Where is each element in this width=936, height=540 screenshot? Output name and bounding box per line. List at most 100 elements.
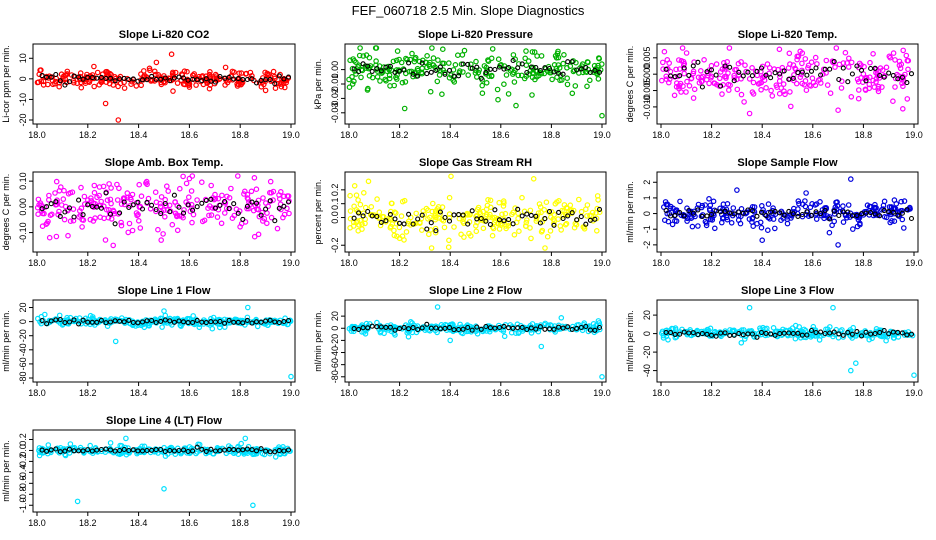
data-point [360,53,367,59]
reference-point [749,208,755,214]
reference-point [139,206,146,212]
reference-point [80,448,86,454]
reference-point [258,212,264,218]
data-point [557,223,564,229]
y-tick-label: 0 [18,319,28,324]
reference-point [556,324,562,330]
data-point [761,77,768,84]
reference-point [360,325,366,331]
data-point [41,311,48,318]
data-point [206,212,212,219]
reference-point [149,317,155,324]
reference-point [831,329,837,335]
data-point [499,211,505,218]
data-point [350,223,357,229]
data-point [369,74,376,81]
x-tick-label: 18.2 [391,258,409,268]
reference-point [528,212,534,218]
data-point [381,330,387,337]
data-point [665,79,672,86]
data-point [672,218,678,224]
reference-point [66,205,73,211]
data-point [165,188,172,194]
y-tick-label: 0.2 [330,184,340,197]
reference-point [39,318,45,324]
data-point [56,312,63,319]
data-point [892,57,898,63]
data-point [435,57,441,63]
reference-point [483,69,489,75]
x-tick-label: 19.0 [905,258,923,268]
data-point [538,53,545,59]
reference-point [171,448,177,454]
data-point [357,217,364,224]
reference-point [677,210,683,216]
reference-point [460,212,466,218]
data-point [260,195,266,201]
reference-point [786,76,792,82]
data-point [207,69,213,75]
reference-point [754,68,760,74]
reference-point [171,192,177,198]
outlier-point [797,48,804,55]
data-point [904,57,911,64]
data-point [121,85,128,91]
data-point [193,450,199,457]
data-point [152,71,159,78]
reference-point [176,318,182,324]
data-point [879,84,885,90]
data-point [405,333,412,340]
data-point [595,76,602,82]
reference-point [117,318,123,324]
data-point [188,188,195,194]
reference-point [736,69,742,75]
reference-point [854,329,860,335]
data-point [529,49,536,55]
data-point [861,63,867,70]
reference-point [804,209,810,215]
reference-point [813,209,819,215]
data-point [537,204,544,210]
data-point [91,63,97,70]
y-tick-label: 0 [642,211,652,216]
reference-point [85,202,91,208]
data-point [162,214,168,220]
reference-point [451,212,457,218]
data-point [190,313,197,319]
reference-point [433,67,439,73]
reference-point [483,323,489,330]
reference-point [53,71,59,78]
data-point [96,192,103,199]
data-point [711,80,717,86]
panel-5-ylabel: percent per min. [313,179,323,244]
reference-point [153,76,159,82]
data-point [571,67,578,74]
data-point [65,191,72,197]
reference-point [492,325,498,331]
data-point [479,82,486,89]
reference-point [465,61,471,67]
reference-point [736,331,742,337]
panel-1-frame [32,43,296,125]
y-tick-label: 0.1 [330,197,340,210]
reference-point [190,448,196,454]
data-point [677,198,683,205]
reference-point [465,324,471,331]
reference-point [231,447,237,453]
reference-point [818,329,824,335]
reference-point [53,199,59,205]
reference-point [886,331,892,337]
data-point [799,60,805,67]
data-point [138,193,145,200]
data-point [726,45,733,51]
reference-point [190,76,196,82]
data-point [773,82,780,89]
reference-point [890,209,896,215]
reference-point [672,212,678,218]
y-tick-label: 2 [642,180,652,185]
outlier-point [830,304,836,311]
reference-point [406,326,412,332]
x-tick-label: 18.2 [79,130,97,140]
data-point [764,227,771,234]
data-point [711,225,718,232]
